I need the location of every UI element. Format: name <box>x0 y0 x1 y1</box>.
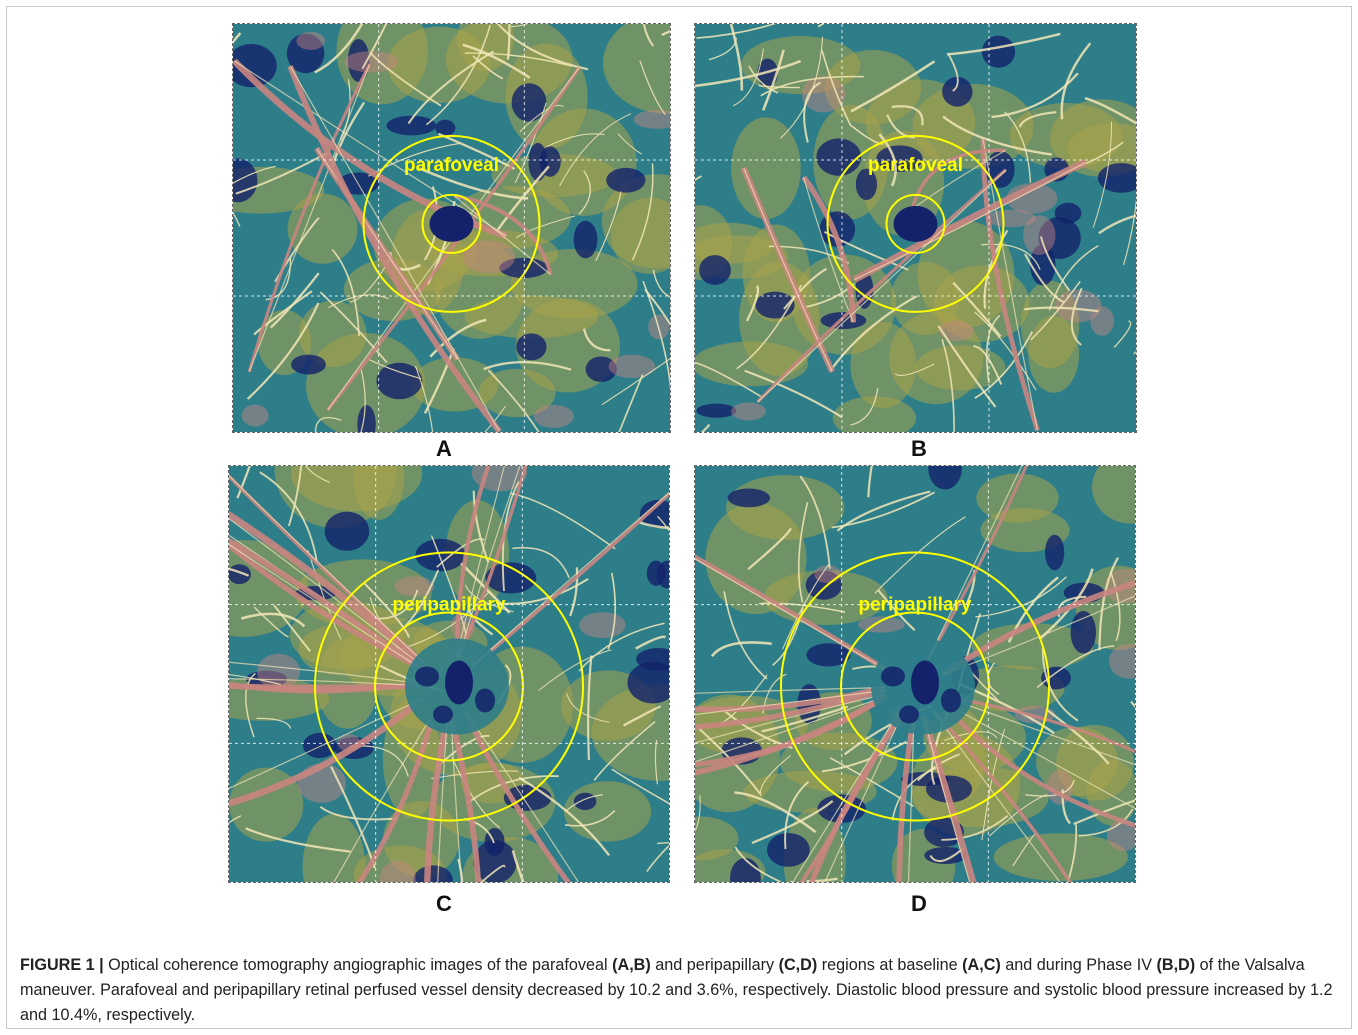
caption-figure-number: FIGURE 1 | <box>20 956 104 974</box>
figure-frame <box>6 6 1352 1029</box>
panel-b-label: B <box>899 436 939 462</box>
region-label-d: peripapillary <box>859 594 972 615</box>
figure-caption: FIGURE 1 | Optical coherence tomography … <box>20 953 1338 1028</box>
region-label-a: parafoveal <box>404 155 499 176</box>
panel-d-image: peripapillary <box>695 466 1135 882</box>
angiography-image-b: parafoveal <box>695 24 1136 432</box>
region-label-b: parafoveal <box>868 155 963 176</box>
panel-a-image: parafoveal <box>233 24 670 432</box>
angiography-image-a: parafoveal <box>233 24 670 432</box>
region-label-c: peripapillary <box>393 594 506 615</box>
panel-a-label: A <box>424 436 464 462</box>
panel-b-image: parafoveal <box>695 24 1136 432</box>
panel-c-image: peripapillary <box>229 466 669 882</box>
panel-d-label: D <box>899 891 939 917</box>
angiography-image-d: peripapillary <box>695 466 1135 882</box>
panel-c-label: C <box>424 891 464 917</box>
angiography-image-c: peripapillary <box>229 466 669 882</box>
